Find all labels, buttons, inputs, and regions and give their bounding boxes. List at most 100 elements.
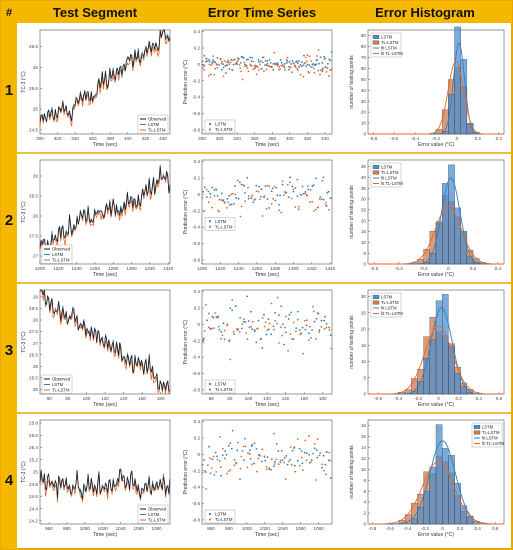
- lstm-error-point: [313, 320, 316, 323]
- x-axis-label: Error value (°C): [418, 272, 454, 278]
- tl-lstm-error-point: [328, 209, 330, 211]
- tl-lstm-error-point: [283, 65, 285, 68]
- y-tick-label: 20: [361, 218, 367, 223]
- tl-lstm-error-point: [201, 196, 204, 199]
- tl-lstm-error-point: [261, 215, 264, 217]
- x-tick-label: 0.2: [455, 396, 462, 401]
- tl-lstm-error-point: [222, 75, 225, 78]
- tl-lstm-error-point: [276, 296, 279, 299]
- lstm-error-point: [218, 198, 221, 201]
- y-tick-label: -0.6: [192, 241, 200, 246]
- lstm-error-point: [279, 194, 281, 197]
- tl-lstm-error-point: [222, 447, 224, 450]
- lstm-error-point: [268, 328, 270, 331]
- lstm-error-point: [202, 339, 205, 341]
- tl-lstm-error-point: [223, 457, 226, 460]
- tl-lstm-error-point: [255, 73, 258, 76]
- lstm-error-point: [316, 456, 319, 459]
- tl-lstm-error-point: [299, 73, 302, 76]
- lstm-error-point: [305, 65, 307, 67]
- tl-lstm-error-point: [231, 299, 234, 301]
- x-tick-label: 1060: [296, 526, 307, 531]
- y-tick-label: -0.2: [192, 468, 200, 473]
- lstm-error-point: [311, 329, 313, 331]
- y-tick-label: 0.4: [194, 159, 201, 164]
- lstm-error-point: [207, 58, 210, 61]
- tl-lstm-error-point: [249, 457, 252, 460]
- lstm-error-point: [313, 447, 316, 450]
- x-axis-label: Time (sec): [93, 402, 118, 408]
- lstm-error-point: [305, 324, 308, 327]
- lstm-error-point: [274, 199, 277, 202]
- tl-lstm-error-point: [317, 206, 320, 209]
- x-tick-label: 0.4: [474, 526, 481, 531]
- lstm-error-point: [281, 183, 284, 186]
- tl-lstm-error-point: [247, 195, 250, 198]
- x-tick-label: 1320: [307, 266, 318, 271]
- lstm-error-point: [209, 472, 212, 475]
- lstm-error-point: [239, 62, 242, 64]
- tl-lstm-error-point: [246, 67, 249, 69]
- tl-lstm-error-point: [226, 61, 228, 64]
- lstm-error-point: [311, 185, 314, 188]
- tl-lstm-error-point: [328, 451, 331, 454]
- tl-lstm-error-point: [235, 461, 237, 464]
- tl-lstm-error-point: [315, 59, 318, 62]
- tl-lstm-error-point: [212, 55, 215, 57]
- tl-lstm-error-point: [245, 332, 247, 334]
- tl-lstm-error-point: [292, 321, 295, 324]
- tl-lstm-error-point: [246, 466, 249, 469]
- lstm-error-point: [203, 459, 205, 461]
- legend-entry: TL-LSTM: [381, 40, 399, 45]
- lstm-error-point: [214, 451, 217, 454]
- x-tick-label: 1020: [260, 526, 271, 531]
- lstm-error-point: [249, 56, 252, 59]
- tl-lstm-error-point: [261, 67, 263, 70]
- tl-lstm-error-point: [259, 63, 261, 66]
- tl-lstm-error-point: [273, 51, 276, 54]
- tl-lstm-error-point: [313, 210, 315, 212]
- lstm-error-point: [227, 61, 230, 64]
- y-tick-label: -0.6: [192, 501, 200, 506]
- lstm-hist-bar: [429, 466, 437, 525]
- legend-dot-swatch: [208, 382, 212, 386]
- tl-lstm-error-point: [223, 201, 226, 204]
- tl-lstm-error-point: [251, 320, 254, 323]
- y-tick-label: 8: [363, 478, 366, 483]
- lstm-error-point: [322, 176, 325, 179]
- y-tick-label: 0.4: [194, 29, 201, 34]
- legend-entry: TL-LSTM: [215, 387, 233, 392]
- lstm-error-point: [300, 450, 303, 452]
- lstm-error-point: [220, 68, 223, 71]
- lstm-error-point: [246, 177, 249, 179]
- x-tick-label: 0.2: [457, 526, 464, 531]
- legend-entry: TL-LSTM: [381, 300, 399, 305]
- x-tick-label: 980: [63, 526, 71, 531]
- x-tick-label: 80: [65, 396, 71, 401]
- tl-lstm-error-point: [215, 471, 218, 473]
- tl-lstm-error-point: [226, 207, 228, 209]
- y-axis-label: number of testing points: [349, 445, 355, 499]
- tl-lstm-error-point: [231, 429, 234, 432]
- tl-lstm-error-point: [289, 333, 292, 335]
- y-axis-label: Prediction error (°C): [183, 59, 189, 104]
- y-axis-label: Prediction error (°C): [183, 449, 189, 494]
- tl-lstm-error-point: [229, 469, 232, 471]
- x-tick-label: 180: [319, 396, 327, 401]
- legend-entry: TL-LSTM: [52, 388, 70, 393]
- lstm-error-point: [206, 60, 209, 62]
- tl-lstm-error-point: [233, 202, 236, 205]
- legend-box: [204, 119, 236, 134]
- tl-lstm-fit-curve: [368, 205, 504, 265]
- tl-lstm-error-point: [232, 192, 234, 195]
- x-axis-label: Time (sec): [255, 532, 280, 538]
- x-axis-label: Error value (°C): [418, 402, 454, 408]
- lstm-error-point: [253, 330, 256, 333]
- lstm-error-point: [237, 197, 240, 200]
- tl-lstm-error-point: [324, 57, 327, 59]
- lstm-error-point: [294, 187, 297, 189]
- tl-lstm-error-point: [284, 326, 286, 329]
- lstm-error-point: [247, 58, 250, 61]
- x-tick-label: 180: [157, 396, 165, 401]
